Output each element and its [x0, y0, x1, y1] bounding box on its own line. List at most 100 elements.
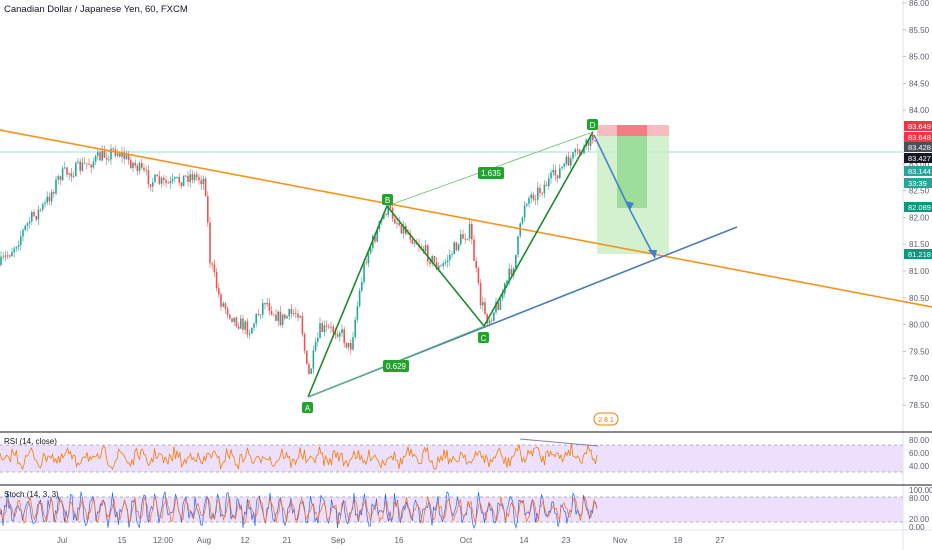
candle	[253, 322, 255, 332]
candle	[248, 329, 251, 340]
price-tag: 83.649	[904, 121, 932, 131]
symbol-title[interactable]: Canadian Dollar / Japanese Yen, 60, FXCM	[4, 4, 188, 15]
candle	[347, 342, 350, 351]
candle	[385, 212, 387, 217]
candle	[132, 161, 134, 173]
candle	[165, 175, 167, 188]
candle	[259, 314, 262, 320]
stoch-legend[interactable]: Stoch (14, 3, 3)	[4, 490, 59, 499]
candle	[138, 161, 141, 175]
candle	[314, 337, 317, 353]
candle	[79, 158, 81, 175]
candle	[270, 305, 273, 316]
svg-text:D: D	[590, 121, 596, 130]
ratio-bd-label: 1.635	[478, 167, 504, 179]
candle	[200, 175, 202, 191]
time-tick-label: Nov	[613, 536, 627, 545]
price-axis-ticks: 86.0085.5085.0084.5084.0083.5083.0082.50…	[903, 0, 930, 410]
candle	[545, 181, 548, 187]
candle	[28, 217, 31, 229]
candle	[400, 224, 403, 234]
candle	[539, 184, 541, 197]
candle	[64, 161, 66, 170]
candle	[187, 171, 189, 187]
candle	[169, 176, 172, 189]
time-tick-label: 27	[716, 536, 725, 545]
time-tick-label: 16	[395, 536, 404, 545]
candle	[235, 316, 238, 328]
candle	[279, 305, 282, 327]
candle	[6, 251, 9, 260]
candle	[526, 202, 528, 208]
price-tick-label: 84.50	[909, 79, 930, 88]
time-tick-label: 14	[520, 536, 529, 545]
rsi-legend[interactable]: RSI (14, close)	[4, 437, 57, 446]
price-tag: 83.427	[904, 153, 932, 163]
support-trendline[interactable]	[307, 226, 738, 398]
time-tick-label: 21	[283, 536, 292, 545]
price-tag: 81.218	[904, 249, 932, 259]
candle	[554, 164, 557, 181]
candle	[204, 176, 207, 197]
price-tick-label: 80.00	[909, 321, 930, 330]
stoch-k-line	[0, 491, 598, 529]
candle	[523, 200, 526, 222]
candle	[563, 162, 565, 170]
candle	[257, 309, 260, 317]
time-tick-label: 12:00	[153, 536, 174, 545]
stoch-pane[interactable]	[0, 491, 903, 529]
candle	[317, 332, 319, 347]
price-tick-label: 84.00	[909, 106, 930, 115]
candle	[352, 332, 354, 351]
candle	[528, 195, 530, 208]
candle	[501, 288, 504, 302]
svg-text:1.635: 1.635	[481, 169, 502, 178]
price-scale[interactable]	[903, 0, 932, 550]
candle	[451, 251, 453, 259]
candle	[552, 164, 554, 177]
abcd-pattern[interactable]: A B C D 1.635 0.629	[302, 119, 598, 413]
candle	[251, 327, 253, 334]
candle	[281, 314, 284, 328]
svg-text:83.427: 83.427	[908, 154, 931, 163]
candle	[530, 191, 532, 204]
candle	[105, 152, 108, 166]
candle	[156, 174, 158, 177]
time-tick-label: 18	[674, 536, 683, 545]
short-position-tool[interactable]	[597, 125, 669, 254]
candle	[22, 227, 24, 242]
time-axis[interactable]: Jul 15 12:00 Aug 12 21 Sep 16 Oct 14 23 Nov 18 27	[57, 536, 725, 545]
candle	[561, 166, 563, 171]
candle	[88, 158, 90, 166]
candle	[178, 173, 180, 186]
stoch-tick-label: 20.00	[909, 515, 930, 524]
point-d-label: D	[587, 119, 598, 130]
candle	[411, 237, 414, 244]
candle	[0, 251, 2, 267]
candle	[303, 331, 306, 354]
candle	[125, 150, 128, 160]
candle	[468, 218, 471, 242]
candle	[519, 222, 521, 239]
arrow-head-icon	[625, 201, 634, 210]
events-badge[interactable]: 2 8 1	[593, 412, 619, 426]
candle	[37, 205, 40, 226]
candle	[409, 229, 411, 244]
descending-trendline[interactable]	[0, 129, 932, 308]
stoch-tick-label: 80.00	[909, 494, 930, 503]
price-tag: 83.144	[904, 166, 932, 176]
projection-arrow[interactable]	[593, 134, 657, 259]
candle	[336, 330, 339, 339]
candle	[273, 313, 275, 316]
price-tick-label: 80.50	[909, 294, 930, 303]
candle	[145, 165, 147, 176]
svg-text:81.218: 81.218	[908, 250, 931, 259]
candle	[44, 199, 46, 208]
price-tick-label: 81.00	[909, 267, 930, 276]
price-tick-label: 81.50	[909, 240, 930, 249]
candle	[341, 324, 343, 337]
candle	[559, 164, 561, 179]
rsi-pane[interactable]	[0, 438, 903, 473]
main-price-pane[interactable]: A B C D 1.635 0.629	[0, 119, 932, 426]
